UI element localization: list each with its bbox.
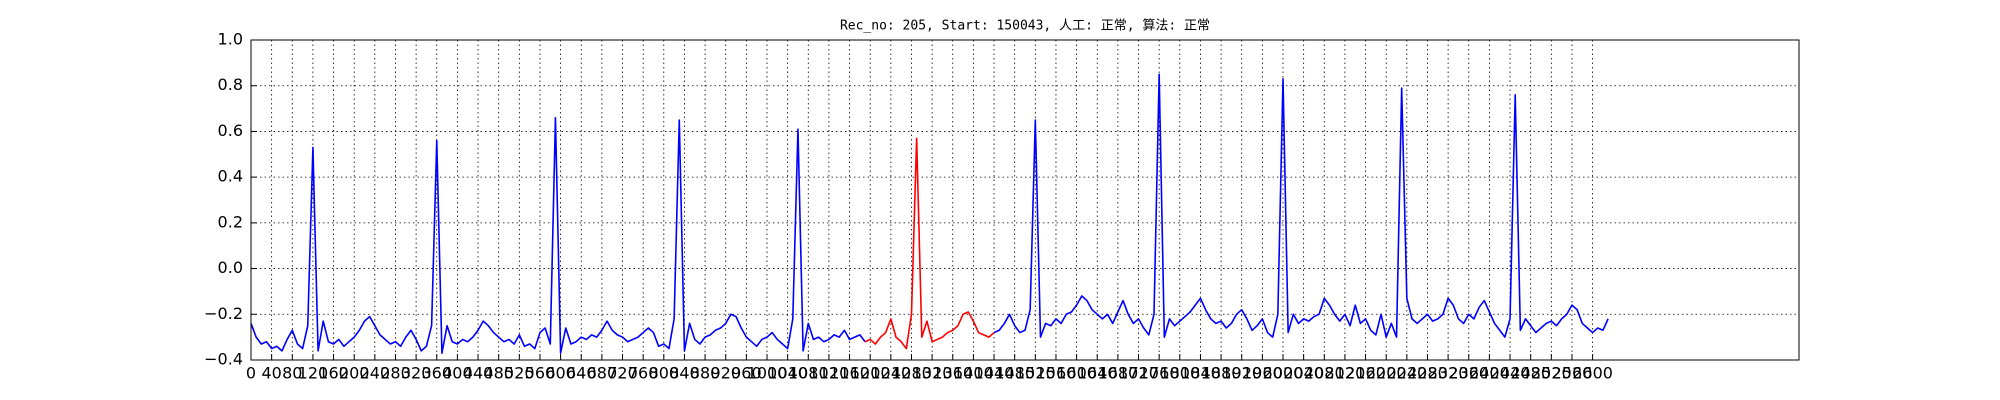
x-tick-label: 2000 [1263,364,1304,383]
x-tick-label: 1440 [974,364,1015,383]
y-tick-label: −0.2 [204,304,243,323]
y-tick-label: 0.4 [218,167,243,186]
x-tick-label: 1560 [1036,364,1077,383]
x-tick-label: 1880 [1201,364,1242,383]
x-tick-label: 440 [463,364,494,383]
chart-title: Rec_no: 205, Start: 150043, 人工: 正常, 算法: … [840,19,1210,34]
x-tick-label: 1280 [891,364,932,383]
x-tick-label: 640 [566,364,597,383]
x-tick-label: 1360 [932,364,973,383]
ecg-line [993,73,1609,338]
x-tick-label: 2440 [1490,364,1531,383]
x-tick-label: 1120 [809,364,850,383]
x-tick-label: 1040 [767,364,808,383]
x-tick-label: 240 [360,364,391,383]
x-tick-label: 1320 [912,364,953,383]
x-tick-label: 1760 [1139,364,1180,383]
x-tick-label: 800 [649,364,680,383]
x-tick-label: 840 [669,364,700,383]
x-tick-label: 1640 [1077,364,1118,383]
x-tick-label: 1680 [1098,364,1139,383]
x-tick-label: 280 [380,364,411,383]
x-tick-label: 40 [261,364,281,383]
x-tick-label: 2240 [1386,364,1427,383]
x-tick-label: 2040 [1283,364,1324,383]
x-tick-label: 0 [246,364,256,383]
x-tick-label: 2160 [1345,364,1386,383]
ecg-line [250,116,866,354]
y-tick-label: 1.0 [218,30,243,49]
y-tick-label: 0.2 [218,212,243,231]
x-tick-label: 960 [731,364,762,383]
x-tick-label: 1240 [870,364,911,383]
y-tick-label: 0.8 [218,75,243,94]
x-tick-label: 80 [282,364,302,383]
x-tick-label: 2600 [1572,364,1613,383]
x-tick-label: 880 [690,364,721,383]
x-tick-label: 200 [339,364,370,383]
x-tick-label: 1600 [1056,364,1097,383]
ecg-line [864,137,995,350]
x-tick-label: 2480 [1510,364,1551,383]
x-tick-label: 2320 [1428,364,1469,383]
x-tick-label: 2120 [1325,364,1366,383]
y-tick-label: 0.0 [218,258,243,277]
x-tick-label: 1000 [747,364,788,383]
x-tick-label: 160 [318,364,349,383]
plot-frame [250,39,1800,361]
x-tick-label: 1720 [1118,364,1159,383]
x-tick-label: 760 [628,364,659,383]
x-tick-label: 400 [442,364,473,383]
x-tick-label: 560 [525,364,556,383]
x-tick-label: 2200 [1366,364,1407,383]
x-tick-label: 1480 [994,364,1035,383]
x-tick-label: 120 [298,364,329,383]
x-tick-label: 2360 [1448,364,1489,383]
x-tick-label: 1400 [953,364,994,383]
x-tick-label: 1520 [1015,364,1056,383]
x-tick-label: 1080 [788,364,829,383]
x-tick-label: 360 [421,364,452,383]
x-tick-label: 520 [504,364,535,383]
x-tick-label: 680 [587,364,618,383]
x-tick-label: 2400 [1469,364,1510,383]
x-tick-label: 1920 [1221,364,1262,383]
x-tick-label: 480 [483,364,514,383]
x-tick-label: 720 [607,364,638,383]
x-tick-label: 1960 [1242,364,1283,383]
x-tick-label: 2280 [1407,364,1448,383]
x-tick-label: 320 [401,364,432,383]
x-tick-label: 1840 [1180,364,1221,383]
x-tick-label: 2520 [1531,364,1572,383]
y-tick-label: −0.4 [204,350,243,369]
y-tick-label: 0.6 [218,121,243,140]
x-tick-label: 1800 [1159,364,1200,383]
x-tick-label: 920 [710,364,741,383]
x-tick-label: 2560 [1552,364,1593,383]
x-tick-label: 1160 [829,364,870,383]
x-tick-label: 600 [545,364,576,383]
x-tick-label: 1200 [850,364,891,383]
x-tick-label: 2080 [1304,364,1345,383]
